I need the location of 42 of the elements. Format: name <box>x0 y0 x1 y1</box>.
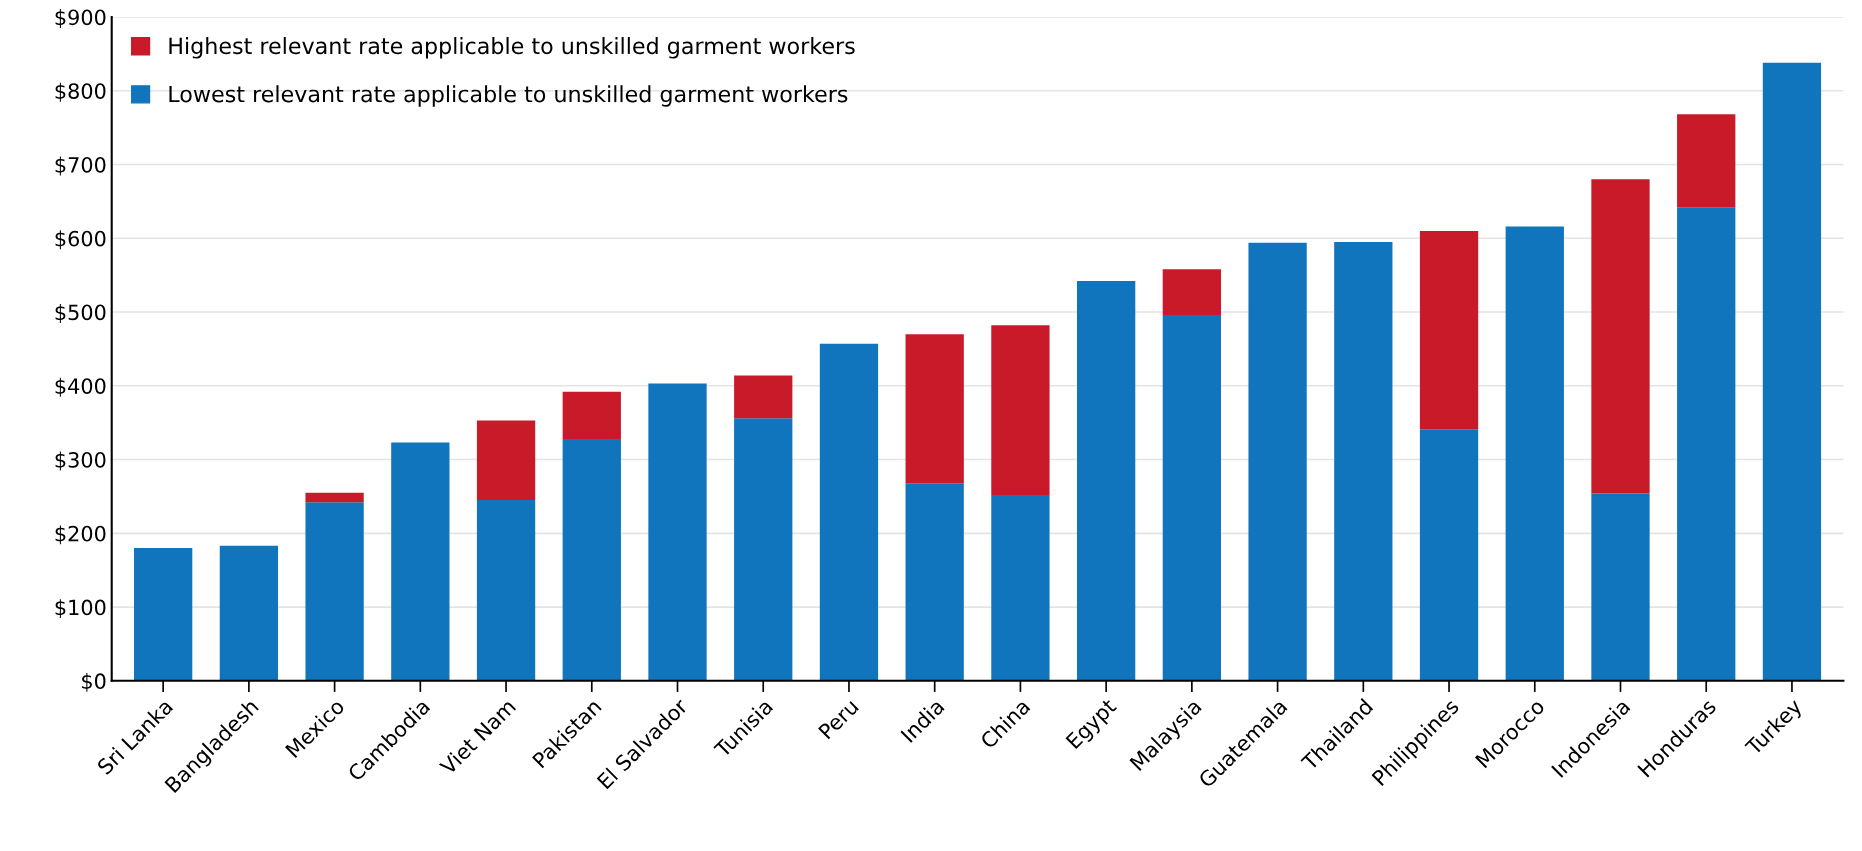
y-tick-label: $900 <box>55 9 106 28</box>
bar <box>305 502 364 681</box>
y-tick-label: $200 <box>55 525 106 545</box>
bar <box>1334 241 1393 681</box>
bar <box>734 418 793 681</box>
y-tick-label: $400 <box>55 377 106 397</box>
bar <box>1076 281 1136 681</box>
bar <box>1162 314 1222 681</box>
bar <box>1677 207 1736 681</box>
y-tick-label: $300 <box>55 451 106 471</box>
y-tick-label: $500 <box>55 304 106 324</box>
legend-label: Highest relevant rate applicable to unskilled garment workers <box>169 37 855 59</box>
y-tick-label: $100 <box>55 599 106 619</box>
y-tick-label: $800 <box>55 82 106 102</box>
bar <box>562 391 621 439</box>
bar <box>219 545 279 681</box>
bar <box>1591 493 1650 681</box>
bar <box>905 483 964 681</box>
bar <box>648 383 707 681</box>
bar <box>1762 62 1822 681</box>
bar <box>1162 269 1222 315</box>
bar <box>991 494 1050 681</box>
bar <box>391 442 450 681</box>
y-tick-label: $700 <box>55 156 106 176</box>
bar <box>991 325 1050 495</box>
y-tick-label: $0 <box>82 672 106 692</box>
bar <box>476 420 536 501</box>
bar <box>734 375 793 419</box>
bar <box>1419 230 1479 430</box>
bar <box>305 492 364 503</box>
bar <box>819 343 879 681</box>
bar <box>476 500 536 681</box>
bar <box>1591 179 1650 494</box>
legend-label: Lowest relevant rate applicable to unskilled garment workers <box>169 85 848 107</box>
bar <box>134 548 193 681</box>
bar <box>905 334 964 484</box>
bar <box>1677 114 1736 208</box>
bar <box>1248 242 1307 681</box>
bar <box>1505 226 1564 681</box>
y-tick-label: $600 <box>55 230 106 250</box>
bar <box>562 438 621 681</box>
bar <box>1419 429 1479 681</box>
